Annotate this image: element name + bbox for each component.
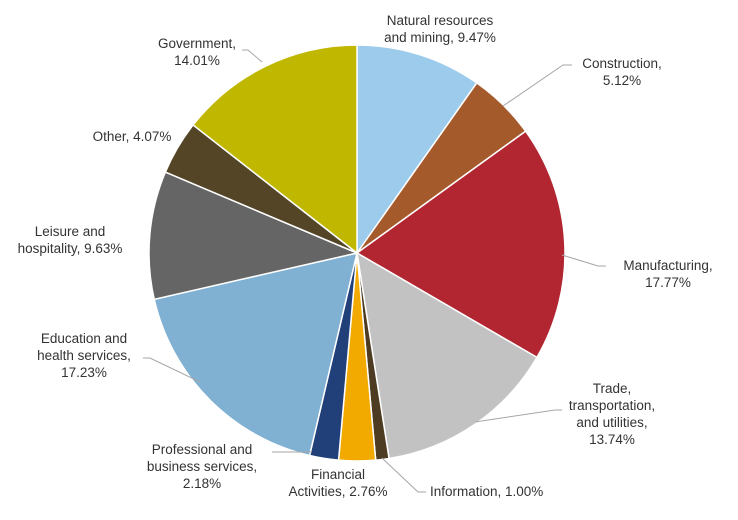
slice-label-line: Construction, — [582, 56, 662, 71]
leader-line — [474, 409, 562, 423]
slice-label-line: Natural resources — [387, 13, 494, 28]
slice-label-line: 2.18% — [183, 476, 221, 491]
slice-label: Construction, 5.12% — [582, 56, 662, 88]
slice-label: Trade, transportation, and utilities, 13.74… — [569, 381, 655, 447]
slice-label: Financial Activities, 2.76% — [288, 467, 387, 499]
slice-label: Government, 14.01% — [158, 36, 236, 68]
leader-line — [143, 357, 201, 383]
slice-label-line: and mining, 9.47% — [384, 30, 496, 45]
slice-label-line: health services, — [37, 348, 131, 363]
slice-label-line: 17.23% — [61, 365, 107, 380]
leader-line — [381, 457, 426, 493]
slice-label-line: Education and — [41, 331, 127, 346]
slice-label-line: hospitality, 9.63% — [18, 241, 123, 256]
pie-slice — [356, 44, 478, 256]
slice-label: Information, 1.00% — [430, 484, 543, 499]
slice-label-line: Activities, 2.76% — [288, 484, 387, 499]
slice-labels: Natural resources and mining, 9.47% Constr… — [18, 13, 713, 499]
leader-lines — [143, 49, 606, 493]
slice-label-line: transportation, — [569, 398, 655, 413]
slice-label-line: Professional and — [152, 442, 253, 457]
slice-label-line: business services, — [147, 459, 257, 474]
slice-label-line: Leisure and — [35, 224, 106, 239]
slice-label-line: and utilities, — [576, 415, 647, 430]
leader-line — [502, 64, 572, 107]
slice-label-line: Information, 1.00% — [430, 484, 543, 499]
pie-slice — [192, 44, 358, 255]
slice-label: Other, 4.07% — [93, 129, 172, 144]
slice-label-line: 14.01% — [174, 53, 220, 68]
pie-slice — [153, 252, 359, 457]
leader-line — [242, 49, 263, 63]
pie-slice — [356, 251, 538, 460]
slice-label: Leisure and hospitality, 9.63% — [18, 224, 123, 256]
slice-label-line: Government, — [158, 36, 236, 51]
slice-label: Professional and business services, 2.18% — [147, 442, 257, 491]
slice-label-line: Other, 4.07% — [93, 129, 172, 144]
slice-label: Manufacturing, 17.77% — [623, 258, 712, 290]
slice-label-line: 5.12% — [603, 73, 641, 88]
slice-label: Natural resources and mining, 9.47% — [384, 13, 496, 45]
slice-label-line: 17.77% — [645, 275, 691, 290]
slice-label-line: Trade, — [593, 381, 632, 396]
slice-label-line: Financial — [311, 467, 365, 482]
pie-slice — [148, 171, 360, 301]
slice-label-line: Manufacturing, — [623, 258, 712, 273]
pie-slices — [148, 44, 566, 462]
leader-line — [561, 254, 606, 267]
pie-slice — [355, 130, 566, 359]
slice-label-line: 13.74% — [589, 432, 635, 447]
slice-label: Education and health services, 17.23% — [37, 331, 131, 380]
